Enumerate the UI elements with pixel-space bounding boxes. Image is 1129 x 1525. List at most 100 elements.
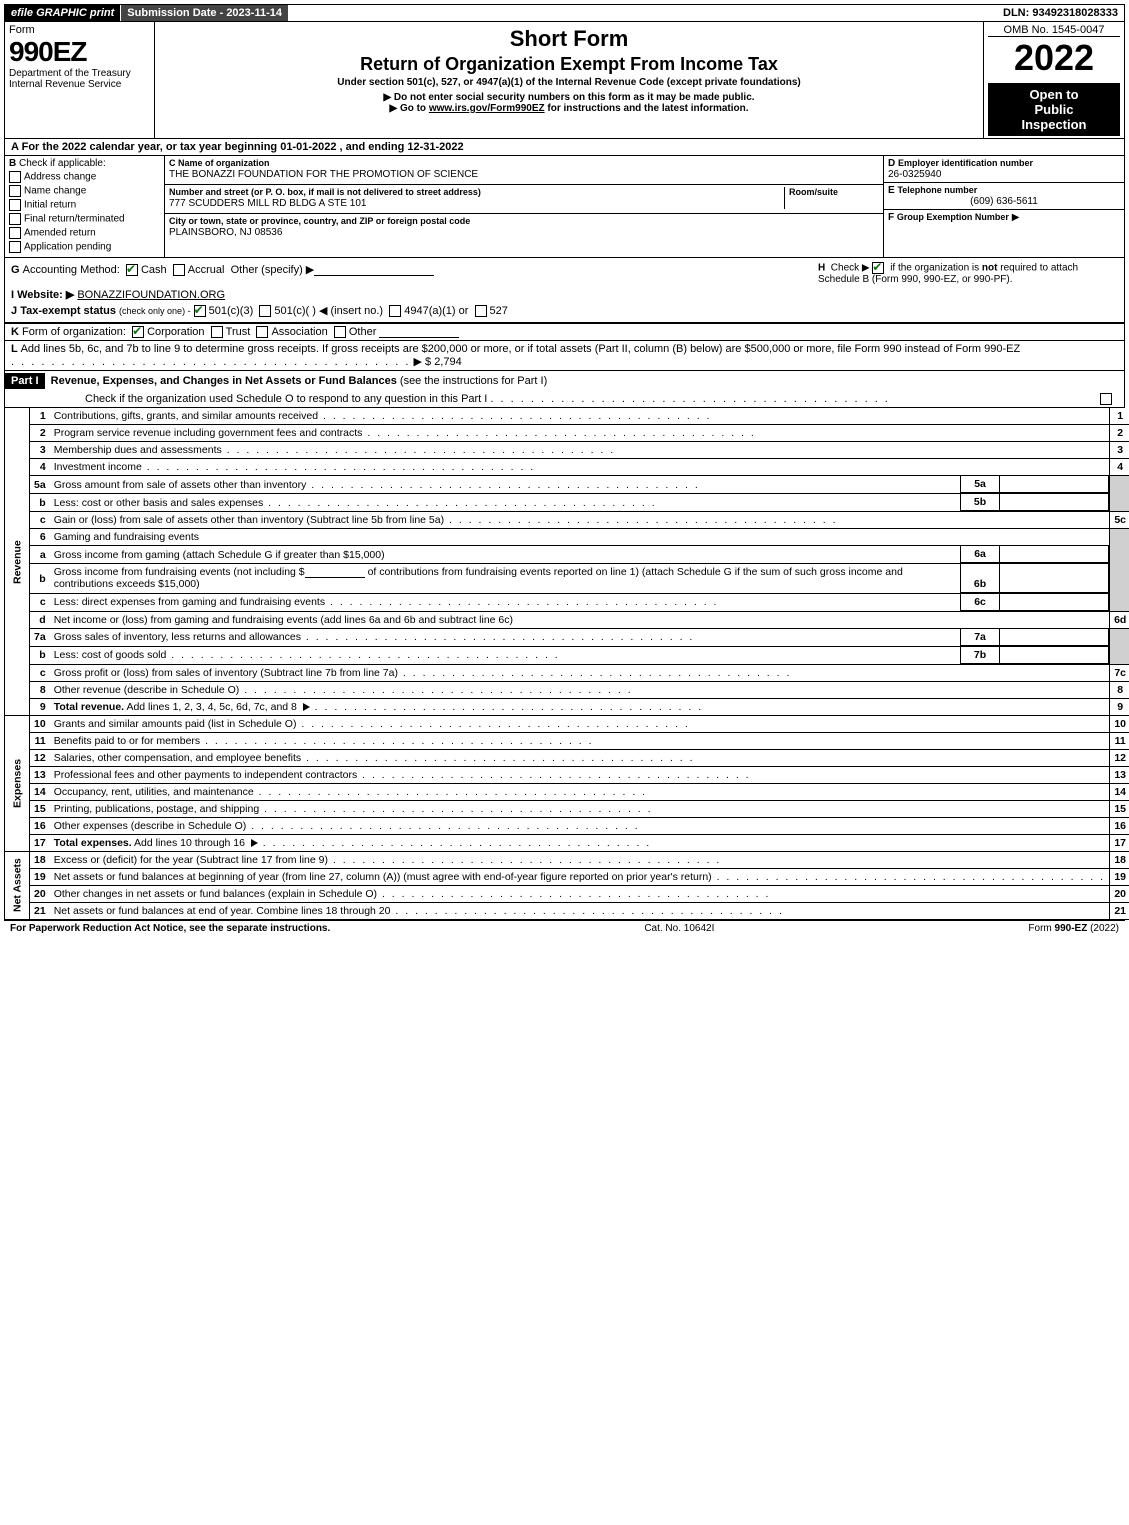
checkbox-cash[interactable] [126, 264, 138, 276]
checkbox-amended-return[interactable] [9, 227, 21, 239]
line-20: 20Other changes in net assets or fund ba… [5, 885, 1129, 902]
part-i-header-row: Part I Revenue, Expenses, and Changes in… [4, 371, 1125, 408]
d-label: Employer identification number [898, 158, 1033, 168]
c-addr-label: Number and street (or P. O. box, if mail… [169, 187, 481, 197]
h-not: not [982, 263, 998, 274]
h-pre: Check ▶ [831, 263, 870, 274]
form-id-block: Form 990EZ Department of the Treasury In… [5, 22, 155, 138]
irs-link[interactable]: www.irs.gov/Form990EZ [429, 103, 545, 114]
line-6b-val [1000, 564, 1109, 592]
checkbox-other-org[interactable] [334, 326, 346, 338]
line-7a-val [1000, 629, 1109, 646]
line-19-text: Net assets or fund balances at beginning… [54, 871, 712, 883]
other-org-blank[interactable] [379, 337, 459, 338]
line-11-text: Benefits paid to or for members [54, 735, 200, 747]
line-1-text: Contributions, gifts, grants, and simila… [54, 410, 318, 422]
checkbox-4947[interactable] [389, 305, 401, 317]
main-title: Return of Organization Exempt From Incom… [159, 54, 979, 75]
submission-date: Submission Date - 2023-11-14 [120, 5, 289, 21]
short-form-heading: Short Form [159, 26, 979, 52]
checkbox-name-change[interactable] [9, 185, 21, 197]
section-k: K Form of organization: Corporation Trus… [4, 323, 1125, 341]
goto-post: for instructions and the latest informat… [545, 103, 749, 114]
checkbox-501c3[interactable] [194, 305, 206, 317]
opt-address-change: Address change [24, 172, 96, 183]
line-5a-val [1000, 476, 1109, 493]
footer-right-post: (2022) [1087, 923, 1119, 934]
line-21-text: Net assets or fund balances at end of ye… [54, 905, 391, 917]
line-5c: cGain or (loss) from sale of assets othe… [5, 512, 1129, 529]
checkbox-accrual[interactable] [173, 264, 185, 276]
open-line3: Inspection [992, 117, 1116, 132]
line-13-text: Professional fees and other payments to … [54, 769, 358, 781]
checkbox-association[interactable] [256, 326, 268, 338]
checkbox-527[interactable] [475, 305, 487, 317]
part-i-check-text: Check if the organization used Schedule … [85, 393, 487, 405]
checkbox-schedule-o-part-i[interactable] [1100, 393, 1112, 405]
other-specify-blank[interactable] [314, 275, 434, 276]
form-number: 990EZ [9, 36, 150, 68]
opt-final-return: Final return/terminated [24, 214, 125, 225]
line-8-text: Other revenue (describe in Schedule O) [54, 684, 240, 696]
l-text: Add lines 5b, 6c, and 7b to line 9 to de… [21, 343, 1021, 355]
j-label: Tax-exempt status [20, 305, 116, 317]
line-19: 19Net assets or fund balances at beginni… [5, 868, 1129, 885]
line-5c-text: Gain or (loss) from sale of assets other… [54, 514, 444, 526]
goto-pre: ▶ Go to [389, 103, 428, 114]
line-11: 11Benefits paid to or for members11 [5, 732, 1129, 749]
section-h: H Check ▶ if the organization is not req… [818, 262, 1118, 285]
footer-cat-no: Cat. No. 10642I [644, 923, 714, 934]
line-17: 17Total expenses. Add lines 10 through 1… [5, 834, 1129, 851]
opt-amended-return: Amended return [24, 228, 96, 239]
j-4947: 4947(a)(1) or [404, 305, 468, 317]
ssn-warning: ▶ Do not enter social security numbers o… [159, 92, 979, 103]
open-to-public: Open to Public Inspection [988, 83, 1120, 136]
k-other: Other [349, 326, 377, 338]
line-5a: 5a Gross amount from sale of assets othe… [5, 476, 1129, 494]
h-mid: if the organization is [890, 263, 979, 274]
line-3: 3Membership dues and assessments3 [5, 442, 1129, 459]
checkbox-final-return[interactable] [9, 213, 21, 225]
checkbox-address-change[interactable] [9, 171, 21, 183]
checkbox-initial-return[interactable] [9, 199, 21, 211]
g-label: Accounting Method: [23, 264, 120, 276]
dept-label: Department of the Treasury Internal Reve… [9, 68, 150, 90]
checkbox-corporation[interactable] [132, 326, 144, 338]
line-17-text: Add lines 10 through 16 [134, 837, 245, 849]
website-url[interactable]: BONAZZIFOUNDATION.ORG [77, 289, 225, 301]
j-501c3: 501(c)(3) [209, 305, 254, 317]
j-527: 527 [490, 305, 508, 317]
line-4: 4Investment income4 [5, 459, 1129, 476]
checkbox-501c[interactable] [259, 305, 271, 317]
footer-right: Form 990-EZ (2022) [1028, 923, 1119, 934]
g-cash: Cash [141, 264, 167, 276]
line-6d-text: Net income or (loss) from gaming and fun… [54, 614, 513, 626]
part-i-label: Part I [5, 373, 45, 389]
checkbox-schedule-b[interactable] [872, 262, 884, 274]
checkbox-trust[interactable] [211, 326, 223, 338]
line-16-text: Other expenses (describe in Schedule O) [54, 820, 247, 832]
line-9-text: Add lines 1, 2, 3, 4, 5c, 6d, 7c, and 8 [126, 701, 296, 713]
line-5a-text: Gross amount from sale of assets other t… [54, 479, 307, 491]
part-i-title: Revenue, Expenses, and Changes in Net As… [51, 375, 397, 387]
ein: 26-0325940 [888, 169, 941, 180]
section-c: C Name of organization THE BONAZZI FOUND… [165, 156, 884, 258]
checkbox-application-pending[interactable] [9, 241, 21, 253]
line-12: 12Salaries, other compensation, and empl… [5, 749, 1129, 766]
opt-name-change: Name change [24, 186, 86, 197]
line-6: 6Gaming and fundraising events [5, 529, 1129, 546]
telephone: (609) 636-5611 [888, 196, 1120, 207]
line-6a-val [1000, 546, 1109, 563]
part-i-table: Revenue 1Contributions, gifts, grants, a… [4, 408, 1129, 920]
line-16: 16Other expenses (describe in Schedule O… [5, 817, 1129, 834]
line-6c: c Less: direct expenses from gaming and … [5, 593, 1129, 611]
line-15-text: Printing, publications, postage, and shi… [54, 803, 259, 815]
line-6b-blank[interactable] [305, 577, 365, 578]
k-assoc: Association [271, 326, 327, 338]
tax-year: 2022 [988, 37, 1120, 79]
line-6-text: Gaming and fundraising events [54, 531, 199, 543]
room-label: Room/suite [789, 187, 838, 197]
line-7b-text: Less: cost of goods sold [54, 649, 167, 661]
line-7b: b Less: cost of goods sold 7b [5, 646, 1129, 664]
page-footer: For Paperwork Reduction Act Notice, see … [4, 920, 1125, 936]
